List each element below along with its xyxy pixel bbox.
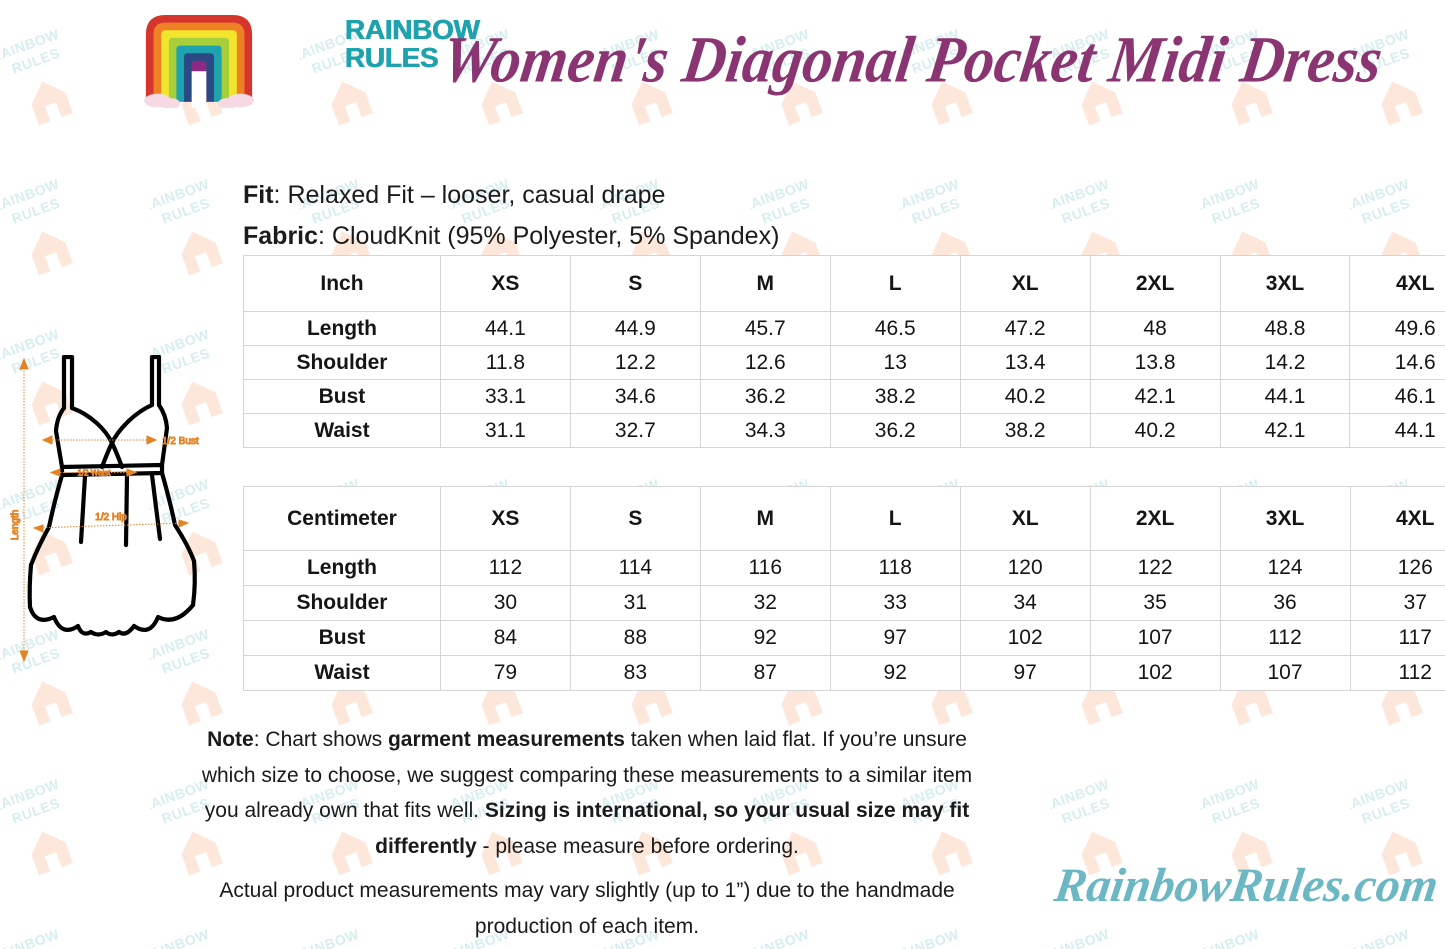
svg-text:1/2 Hip: 1/2 Hip (95, 512, 127, 523)
svg-text:1/2 Waist: 1/2 Waist (77, 469, 111, 478)
svg-text:1/2 Bust: 1/2 Bust (162, 436, 199, 447)
svg-text:Length: Length (10, 510, 21, 541)
